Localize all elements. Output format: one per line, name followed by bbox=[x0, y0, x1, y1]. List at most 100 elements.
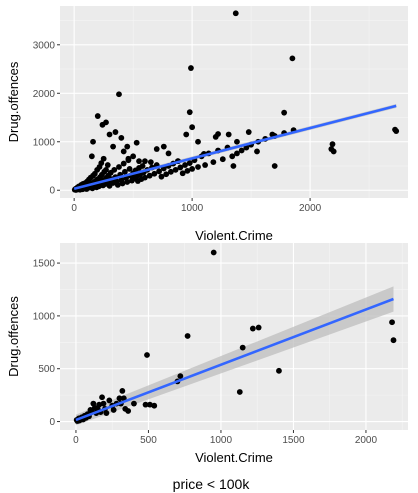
figure-caption: price < 100k bbox=[173, 476, 251, 492]
data-point bbox=[255, 324, 262, 331]
y-tick-label: 1500 bbox=[33, 259, 56, 270]
y-tick-label: 0 bbox=[49, 417, 55, 428]
data-point bbox=[188, 65, 194, 71]
bottom-scatter-plot: 0 500 1000 1500 2000 0 500 1000 1500 Violent.Crim… bbox=[6, 243, 408, 465]
data-point bbox=[236, 389, 243, 395]
data-point bbox=[125, 408, 132, 414]
data-point bbox=[177, 164, 184, 171]
data-point bbox=[269, 131, 276, 138]
data-point bbox=[232, 10, 239, 17]
data-point bbox=[136, 158, 142, 165]
data-point bbox=[88, 153, 95, 160]
data-point bbox=[165, 150, 172, 157]
data-point bbox=[100, 155, 107, 162]
data-point bbox=[183, 131, 190, 138]
data-point bbox=[99, 394, 105, 401]
y-tick-label: 2000 bbox=[33, 89, 56, 100]
data-point bbox=[202, 162, 208, 168]
data-point bbox=[106, 131, 113, 138]
data-point bbox=[112, 129, 119, 135]
data-point bbox=[219, 156, 226, 163]
x-tick-label: 0 bbox=[71, 203, 77, 214]
data-point bbox=[215, 131, 221, 137]
data-point bbox=[210, 249, 217, 256]
data-point bbox=[124, 179, 131, 185]
y-tick-label: 1000 bbox=[33, 137, 56, 148]
data-point bbox=[271, 163, 278, 169]
x-tick-label: 2000 bbox=[355, 435, 378, 446]
data-point bbox=[189, 166, 196, 172]
trend-line bbox=[75, 297, 394, 422]
data-point bbox=[142, 158, 148, 165]
data-point bbox=[184, 333, 191, 339]
data-point bbox=[229, 153, 236, 160]
data-point bbox=[167, 168, 174, 175]
data-point bbox=[130, 153, 137, 160]
x-tick-label: 1000 bbox=[210, 435, 233, 446]
x-tick-label: 2000 bbox=[299, 203, 322, 214]
data-point bbox=[234, 150, 240, 157]
data-point bbox=[172, 166, 179, 173]
data-point bbox=[186, 109, 193, 116]
data-point bbox=[393, 128, 400, 134]
data-point bbox=[119, 180, 126, 187]
data-point bbox=[390, 337, 397, 344]
data-point bbox=[281, 109, 288, 116]
x-axis-title: Violent.Crime bbox=[195, 228, 273, 243]
data-point bbox=[118, 134, 125, 141]
data-point bbox=[116, 91, 122, 98]
data-point bbox=[160, 143, 167, 150]
data-point bbox=[116, 164, 122, 170]
data-point bbox=[103, 410, 110, 416]
data-point bbox=[151, 402, 158, 409]
data-point bbox=[120, 395, 127, 402]
x-tick-label: 500 bbox=[140, 435, 157, 446]
data-point bbox=[238, 147, 245, 154]
data-point bbox=[142, 174, 148, 181]
x-tick-label: 0 bbox=[73, 435, 79, 446]
data-point bbox=[158, 173, 165, 180]
data-point bbox=[276, 367, 282, 374]
data-point bbox=[106, 397, 113, 404]
data-point bbox=[110, 143, 116, 150]
data-point bbox=[182, 162, 188, 168]
data-point bbox=[146, 172, 153, 179]
data-point bbox=[239, 344, 246, 351]
data-point bbox=[179, 170, 186, 177]
data-point bbox=[389, 319, 395, 326]
data-point bbox=[121, 168, 128, 175]
data-point bbox=[133, 139, 140, 146]
data-point bbox=[94, 113, 101, 119]
x-tick-label: 1000 bbox=[181, 203, 204, 214]
data-point bbox=[147, 401, 153, 408]
data-point bbox=[96, 401, 103, 408]
data-point bbox=[186, 160, 193, 166]
data-point bbox=[289, 55, 296, 62]
data-point bbox=[110, 407, 117, 413]
data-point bbox=[131, 400, 137, 407]
x-tick-label: 1500 bbox=[282, 435, 305, 446]
data-point bbox=[330, 148, 337, 155]
data-point bbox=[249, 325, 256, 332]
data-point bbox=[126, 166, 133, 172]
data-point bbox=[119, 388, 126, 394]
data-point bbox=[120, 148, 127, 155]
data-point bbox=[177, 373, 184, 380]
y-axis-title: Drug.offences bbox=[6, 296, 21, 377]
data-point bbox=[195, 164, 201, 170]
data-point bbox=[116, 395, 123, 402]
data-point bbox=[147, 159, 154, 166]
y-tick-label: 500 bbox=[38, 364, 55, 375]
data-point bbox=[125, 155, 132, 162]
data-point bbox=[163, 171, 170, 178]
y-tick-label: 1000 bbox=[33, 311, 56, 322]
data-point bbox=[144, 352, 150, 358]
data-point bbox=[329, 141, 336, 148]
data-point bbox=[114, 182, 121, 188]
data-point bbox=[210, 159, 217, 166]
data-point bbox=[245, 129, 252, 135]
data-point bbox=[90, 138, 96, 145]
data-point bbox=[153, 146, 160, 152]
trend-line bbox=[73, 104, 397, 191]
data-point bbox=[225, 131, 232, 138]
